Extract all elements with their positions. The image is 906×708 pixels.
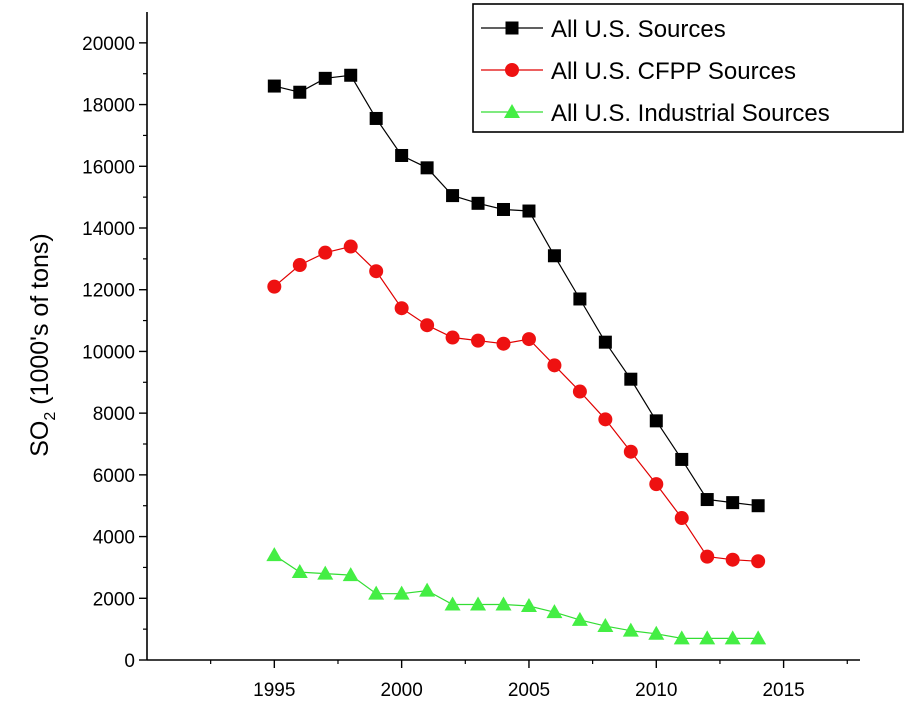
data-point: [725, 552, 740, 567]
data-point: [496, 336, 511, 351]
y-tick-label: 10000: [82, 342, 135, 363]
data-point: [520, 598, 537, 612]
data-point: [598, 412, 613, 427]
series-3: [266, 547, 767, 645]
data-point: [369, 264, 384, 279]
y-tick-label: 14000: [82, 219, 135, 240]
data-point: [293, 85, 307, 99]
data-point: [571, 611, 588, 626]
x-tick-label: 2005: [508, 680, 550, 701]
data-point: [649, 414, 663, 428]
x-tick-label: 1995: [253, 680, 295, 701]
data-point: [394, 301, 409, 316]
data-point: [750, 630, 767, 645]
y-tick-label: 8000: [93, 404, 135, 425]
series-2: [267, 239, 766, 569]
data-point: [267, 279, 282, 294]
data-point: [368, 585, 385, 600]
data-point: [266, 547, 283, 562]
data-point: [497, 202, 510, 216]
y-tick-label: 20000: [82, 34, 135, 55]
data-point: [419, 582, 436, 597]
data-point: [649, 477, 664, 492]
legend-box: [472, 3, 904, 133]
data-point: [573, 292, 587, 306]
data-point: [344, 68, 358, 82]
y-tick-label: 2000: [93, 589, 135, 610]
series-1: [267, 68, 765, 513]
legend-label: All U.S. Industrial Sources: [551, 100, 830, 127]
legend-item: All U.S. CFPP Sources: [481, 58, 796, 85]
data-point: [623, 444, 638, 459]
y-axis-title-subscript: 2: [42, 412, 59, 421]
data-point: [547, 249, 561, 263]
y-tick-label: 16000: [82, 157, 135, 178]
x-tick-label: 2010: [635, 680, 677, 701]
data-point: [674, 511, 689, 526]
data-point: [597, 618, 614, 633]
data-point: [292, 258, 307, 273]
data-point: [673, 630, 690, 645]
data-point: [495, 596, 512, 611]
data-point: [291, 564, 308, 579]
data-point: [369, 111, 383, 125]
data-point: [445, 330, 460, 345]
data-point: [700, 493, 714, 507]
series-line: [274, 74, 759, 507]
data-point: [624, 372, 638, 386]
data-point: [521, 332, 536, 347]
data-point: [471, 196, 485, 210]
y-tick-label: 6000: [93, 466, 135, 487]
data-point: [572, 384, 587, 399]
y-tick-label: 0: [124, 651, 135, 672]
legend-item: All U.S. Industrial Sources: [481, 100, 830, 127]
data-point: [420, 161, 434, 175]
data-point: [342, 567, 359, 582]
data-point: [446, 189, 460, 203]
series-line: [273, 554, 759, 640]
plot-area: [266, 68, 767, 645]
legend-marker: [505, 21, 519, 35]
data-point: [547, 358, 562, 373]
x-tick-label: 2015: [762, 680, 804, 701]
y-axis-title-rest: (1000's of tons): [26, 233, 54, 411]
data-point: [318, 71, 332, 85]
data-point: [393, 585, 410, 600]
data-point: [317, 565, 334, 580]
legend-label: All U.S. CFPP Sources: [551, 58, 796, 85]
data-point: [470, 596, 487, 611]
data-point: [444, 596, 461, 611]
data-point: [648, 625, 665, 640]
data-point: [546, 604, 563, 619]
y-tick-label: 18000: [82, 96, 135, 117]
data-point: [395, 148, 409, 162]
data-point: [726, 496, 740, 510]
data-point: [751, 499, 765, 513]
data-point: [318, 245, 333, 260]
legend-marker: [504, 104, 520, 118]
data-point: [751, 554, 766, 569]
data-point: [724, 630, 741, 645]
y-axis-title: SO2 (1000's of tons): [26, 233, 59, 457]
data-point: [522, 204, 536, 218]
data-point: [622, 622, 639, 637]
data-point: [700, 549, 715, 564]
x-tick-label: 2000: [381, 680, 423, 701]
y-tick-label: 4000: [93, 528, 135, 549]
data-point: [420, 318, 435, 333]
data-point: [343, 239, 358, 254]
legend: All U.S. Sources All U.S. CFPP Sources All…: [472, 3, 904, 133]
legend-label: All U.S. Sources: [551, 16, 726, 43]
data-point: [598, 335, 612, 349]
data-point: [471, 333, 486, 348]
y-tick-label: 12000: [82, 281, 135, 302]
data-point: [699, 630, 716, 645]
legend-item: All U.S. Sources: [481, 16, 726, 43]
data-point: [675, 452, 689, 466]
axes: 0 2000 4000 6000 8000 10000 12000 14000 16000 180…: [82, 12, 860, 701]
legend-marker: [505, 63, 519, 77]
data-point: [267, 79, 281, 93]
